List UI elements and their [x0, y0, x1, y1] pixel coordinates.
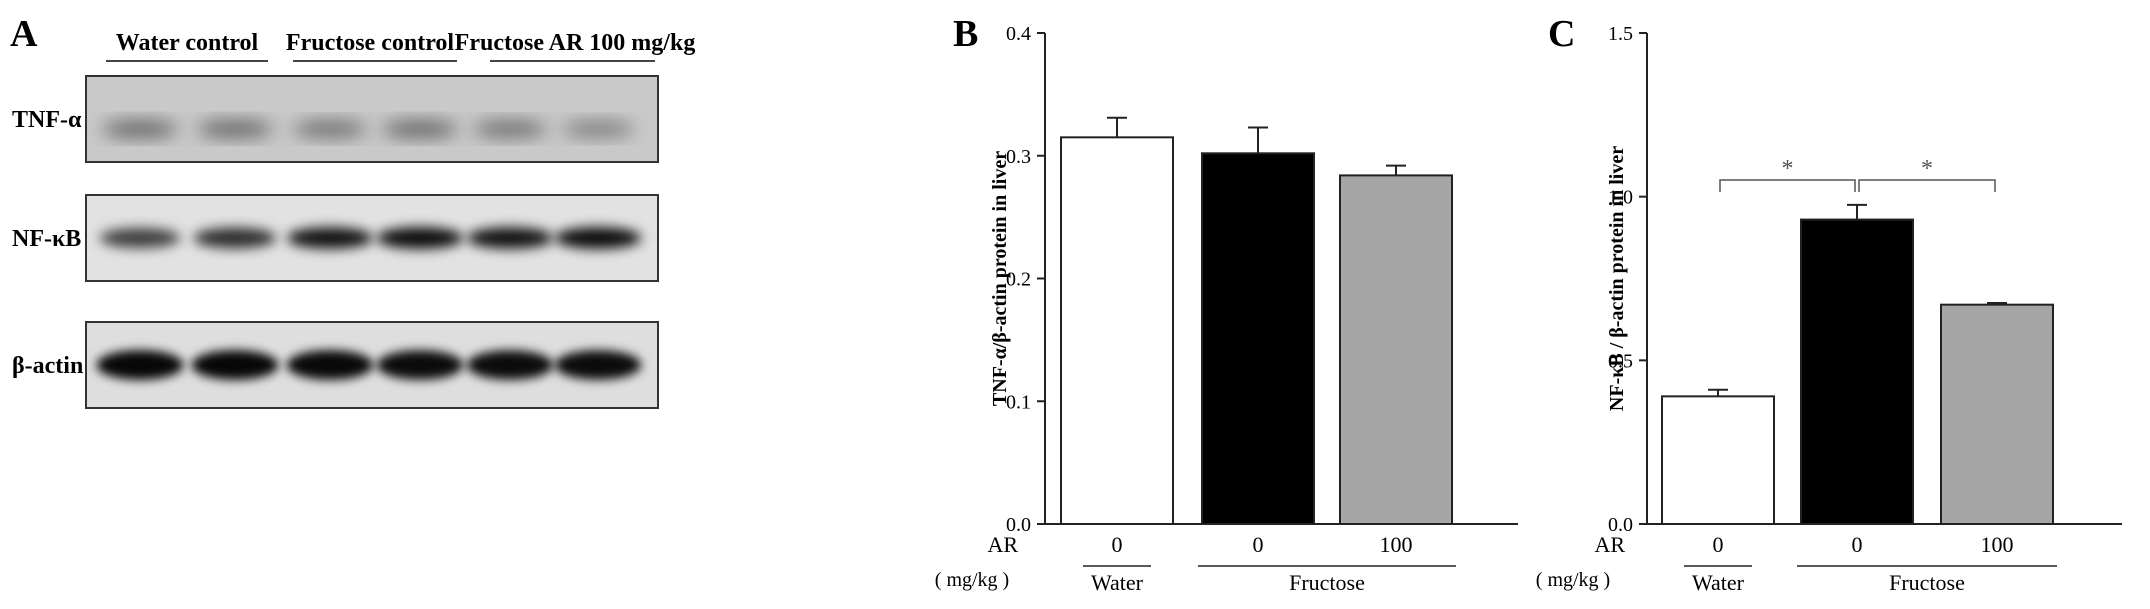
- x-tick-label: 0: [1112, 532, 1123, 557]
- x-row-label: AR: [1594, 532, 1625, 557]
- blot-band: [554, 350, 642, 380]
- y-tick-label: 0.3: [1006, 146, 1031, 168]
- significance-label: *: [1782, 156, 1794, 182]
- y-axis-title: NF-κB / β-actin protein in liver: [1606, 146, 1628, 411]
- y-tick-label: 1.5: [1608, 23, 1633, 45]
- blot-row-label: NF-κB: [12, 226, 81, 252]
- x-tick-label: 0: [1253, 532, 1264, 557]
- blot-band: [472, 121, 548, 137]
- bar: [1339, 174, 1453, 525]
- blot-band: [191, 350, 279, 380]
- y-tick-label: 0.5: [1608, 350, 1633, 372]
- group-label: Fructose: [1289, 570, 1365, 595]
- y-tick-label: 0.0: [1608, 514, 1633, 536]
- blot-band: [287, 227, 373, 249]
- bar: [1060, 136, 1174, 525]
- blot-group-label: Water control: [116, 30, 259, 56]
- x-tick-label: 0: [1713, 532, 1724, 557]
- panel-b-label: B: [953, 13, 978, 55]
- blot-band: [193, 227, 277, 249]
- group-label: Fructose: [1889, 570, 1965, 595]
- panel-c-nfkb-chart: C 0.0 0.5 1.0 1.5 NF-κB / β-actin protein in…: [1536, 13, 2122, 595]
- blot-band: [466, 350, 554, 380]
- x-unit-label: ( mg/kg ): [935, 569, 1009, 591]
- x-tick-label: 100: [1380, 532, 1413, 557]
- blot-band: [101, 121, 179, 137]
- blot-band: [376, 350, 464, 380]
- y-tick-label: 0.4: [1006, 23, 1031, 45]
- blot-band: [376, 227, 464, 249]
- significance-bracket: [1719, 179, 1856, 192]
- blot-group-label: Fructose control: [286, 30, 455, 56]
- panel-a-label: A: [10, 13, 38, 55]
- bar: [1661, 395, 1775, 525]
- x-unit-label: ( mg/kg ): [1536, 569, 1610, 591]
- group-label: Water: [1091, 570, 1144, 595]
- panel-a-western-blot: A Water control Fructose control Fructose …: [10, 13, 696, 409]
- blot-band: [286, 350, 374, 380]
- group-label: Water: [1692, 570, 1745, 595]
- blot-row-label: β-actin: [12, 353, 83, 379]
- blot-band: [381, 121, 459, 137]
- panel-c-label: C: [1548, 13, 1575, 55]
- blot-band: [554, 227, 642, 249]
- y-tick-label: 0.1: [1006, 391, 1031, 413]
- significance-label: *: [1921, 156, 1933, 182]
- blot-group-label: Fructose AR 100 mg/kg: [455, 30, 696, 56]
- x-tick-label: 0: [1852, 532, 1863, 557]
- bar: [1800, 218, 1914, 526]
- blot-band: [99, 227, 181, 249]
- blot-band: [561, 121, 635, 137]
- y-tick-label: 0.0: [1006, 514, 1031, 536]
- significance-bracket: [1858, 179, 1996, 192]
- x-row-label: AR: [987, 532, 1018, 557]
- blot-band: [292, 121, 368, 137]
- panel-b-tnf-chart: B 0.0 0.1 0.2 0.3 0.4 TNF-α/β-actin protein i…: [935, 13, 1518, 595]
- y-axis-title: TNF-α/β-actin protein in liver: [989, 151, 1011, 406]
- blot-band: [196, 121, 274, 137]
- x-tick-label: 100: [1981, 532, 2014, 557]
- blot-band: [467, 227, 553, 249]
- blot-row-label: TNF-α: [12, 107, 82, 133]
- y-tick-label: 0.2: [1006, 269, 1031, 291]
- blot-membrane: [85, 75, 659, 163]
- bar: [1940, 303, 2054, 526]
- y-tick-label: 1.0: [1608, 187, 1633, 209]
- blot-band: [96, 350, 184, 380]
- bar: [1201, 152, 1315, 525]
